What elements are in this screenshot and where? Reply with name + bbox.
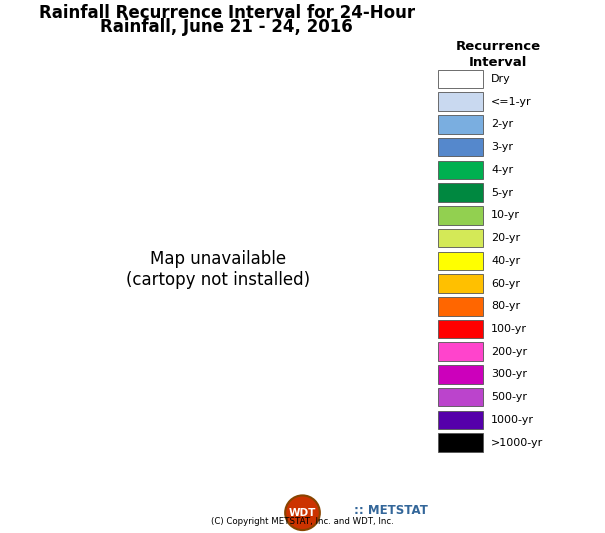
Text: 40-yr: 40-yr (491, 256, 520, 266)
Bar (438, 297, 483, 316)
Bar (438, 342, 483, 361)
Text: Recurrence: Recurrence (456, 39, 541, 53)
Text: 300-yr: 300-yr (491, 369, 527, 379)
Bar (438, 206, 483, 224)
Bar (438, 320, 483, 338)
Text: 100-yr: 100-yr (491, 324, 527, 334)
Text: WDT: WDT (289, 508, 316, 518)
Bar (438, 388, 483, 407)
Bar (438, 70, 483, 88)
Bar (438, 365, 483, 384)
Text: Map unavailable
(cartopy not installed): Map unavailable (cartopy not installed) (126, 250, 310, 288)
Text: 3-yr: 3-yr (491, 142, 513, 152)
Text: 200-yr: 200-yr (491, 346, 528, 357)
Text: <=1-yr: <=1-yr (491, 97, 532, 107)
Text: Interval: Interval (469, 56, 528, 69)
Text: 500-yr: 500-yr (491, 392, 527, 402)
Bar (438, 410, 483, 429)
Text: 2-yr: 2-yr (491, 119, 513, 130)
Text: 80-yr: 80-yr (491, 301, 520, 311)
Text: 5-yr: 5-yr (491, 188, 513, 198)
Bar (438, 252, 483, 270)
Text: Dry: Dry (491, 74, 511, 84)
Text: (C) Copyright METSTAT, Inc. and WDT, Inc.: (C) Copyright METSTAT, Inc. and WDT, Inc… (211, 517, 394, 526)
Text: Rainfall, June 21 - 24, 2016: Rainfall, June 21 - 24, 2016 (100, 18, 353, 36)
Text: >1000-yr: >1000-yr (491, 438, 543, 448)
Bar (438, 138, 483, 157)
Text: 20-yr: 20-yr (491, 233, 520, 243)
Text: 60-yr: 60-yr (491, 279, 520, 288)
Bar (438, 229, 483, 247)
Bar (438, 183, 483, 202)
Text: 10-yr: 10-yr (491, 211, 520, 220)
Text: Rainfall Recurrence Interval for 24-Hour: Rainfall Recurrence Interval for 24-Hour (39, 4, 415, 22)
Text: 1000-yr: 1000-yr (491, 415, 534, 425)
Bar (438, 160, 483, 179)
Bar (438, 93, 483, 111)
Text: :: METSTAT: :: METSTAT (354, 504, 428, 516)
Bar (438, 274, 483, 293)
Text: 4-yr: 4-yr (491, 165, 513, 175)
Bar (438, 115, 483, 134)
Bar (438, 433, 483, 452)
